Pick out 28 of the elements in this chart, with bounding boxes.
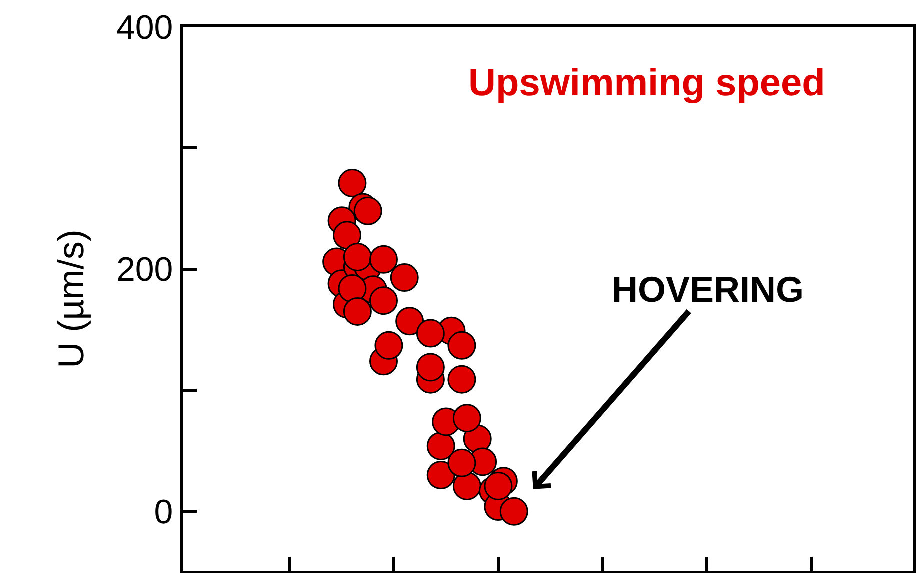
point	[338, 274, 367, 303]
point	[484, 472, 513, 500]
point	[452, 472, 482, 500]
point	[333, 221, 362, 250]
point	[452, 404, 482, 433]
annotation: HOVERING	[612, 269, 804, 310]
point	[370, 245, 398, 274]
point	[448, 365, 476, 394]
point	[416, 319, 445, 348]
point	[374, 331, 404, 360]
point	[338, 169, 367, 198]
point	[448, 331, 476, 360]
y-tick-label: 400	[116, 8, 174, 47]
point	[354, 196, 382, 226]
point	[343, 297, 372, 326]
point	[396, 307, 424, 336]
y-tick-label: 0	[154, 494, 174, 532]
point	[500, 497, 528, 526]
y-axis-title: U (µm/s)	[50, 230, 92, 368]
y-tick-label: 200	[116, 251, 174, 290]
point	[343, 242, 372, 272]
point	[416, 353, 445, 382]
point	[426, 461, 456, 490]
point	[448, 448, 476, 478]
point	[390, 264, 419, 292]
text: Upswimming speed	[468, 62, 826, 104]
point	[426, 432, 456, 460]
point	[370, 286, 398, 316]
